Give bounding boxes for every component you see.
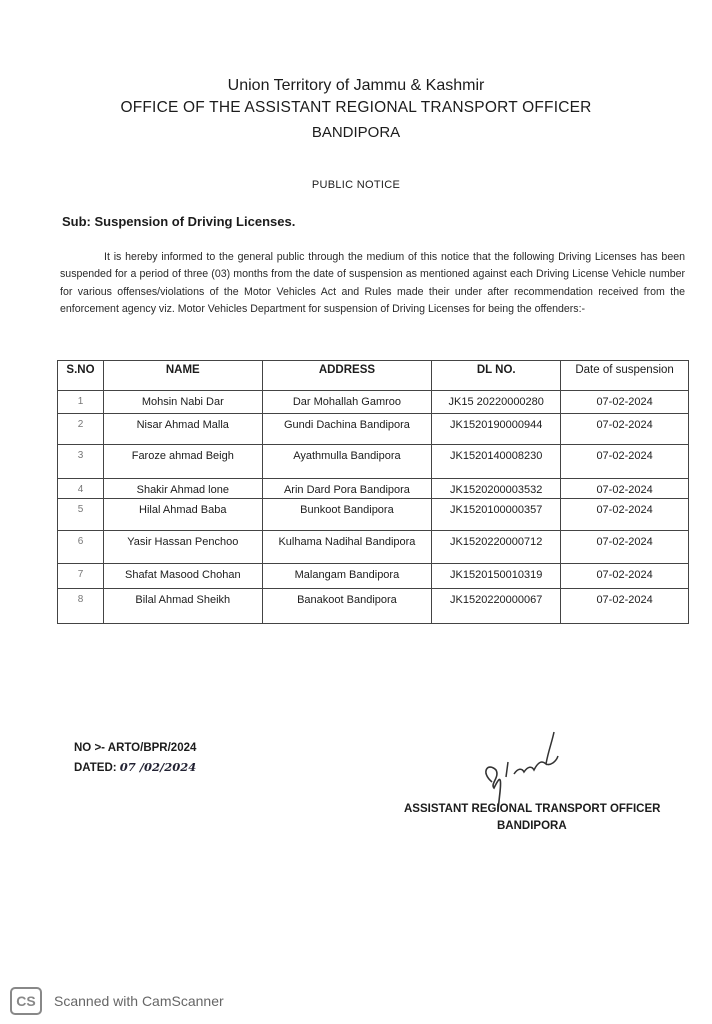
cell-date: 07-02-2024 bbox=[560, 444, 689, 479]
header-date: Date of suspension bbox=[560, 360, 689, 391]
dated-label: DATED: bbox=[74, 762, 117, 774]
cell-date: 07-02-2024 bbox=[560, 563, 689, 589]
cell-sno: 6 bbox=[57, 530, 104, 564]
camscanner-logo: CS bbox=[10, 987, 42, 1015]
cell-date: 07-02-2024 bbox=[560, 413, 689, 445]
cell-date: 07-02-2024 bbox=[560, 588, 689, 624]
table-row: 7 Shafat Masood Chohan Malangam Bandipora J… bbox=[57, 563, 689, 589]
table-row: 1 Mohsin Nabi Dar Dar Mohallah Gamroo JK15 … bbox=[57, 390, 689, 414]
cell-sno: 1 bbox=[57, 390, 104, 414]
header-dl-no: DL NO. bbox=[431, 360, 562, 391]
suspension-table: S.NO NAME ADDRESS DL NO. Date of suspens… bbox=[57, 360, 689, 624]
cell-address: Ayathmulla Bandipora bbox=[261, 444, 433, 479]
header-name: NAME bbox=[102, 360, 263, 391]
cell-date: 07-02-2024 bbox=[560, 478, 689, 499]
notice-title: PUBLIC NOTICE bbox=[311, 179, 401, 191]
cell-address: Dar Mohallah Gamroo bbox=[261, 390, 433, 414]
cell-name: Hilal Ahmad Baba bbox=[102, 498, 263, 531]
header-place: BANDIPORA bbox=[311, 124, 401, 141]
dated-line: DATED: 07 /02/2024 bbox=[74, 760, 196, 774]
cell-sno: 7 bbox=[57, 563, 104, 589]
notice-body: It is hereby informed to the general pub… bbox=[60, 249, 685, 319]
cell-address: Malangam Bandipora bbox=[261, 563, 433, 589]
cell-dl-no: JK15 20220000280 bbox=[431, 390, 562, 414]
cell-dl-no: JK1520200003532 bbox=[431, 478, 562, 499]
cell-name: Nisar Ahmad Malla bbox=[102, 413, 263, 445]
header-territory: Union Territory of Jammu & Kashmir bbox=[227, 77, 485, 94]
table-row: 2 Nisar Ahmad Malla Gundi Dachina Bandipor… bbox=[57, 413, 689, 445]
notice-body-text: It is hereby informed to the general pub… bbox=[60, 251, 685, 316]
dated-value: 07 /02/2024 bbox=[119, 760, 197, 774]
cell-dl-no: JK1520140008230 bbox=[431, 444, 562, 479]
table-row: 4 Shakir Ahmad lone Arin Dard Pora Bandipo… bbox=[57, 478, 689, 499]
signatory-place: BANDIPORA bbox=[497, 820, 567, 832]
cell-date: 07-02-2024 bbox=[560, 390, 689, 414]
signatory-title: ASSISTANT REGIONAL TRANSPORT OFFICER bbox=[404, 803, 661, 815]
cell-dl-no: JK1520190000944 bbox=[431, 413, 562, 445]
cell-dl-no: JK1520220000067 bbox=[431, 588, 562, 624]
subject-line: Sub: Suspension of Driving Licenses. bbox=[62, 214, 296, 229]
cell-sno: 8 bbox=[57, 588, 104, 624]
header-sno: S.NO bbox=[57, 360, 104, 391]
table-row: 8 Bilal Ahmad Sheikh Banakoot Bandipora JK1… bbox=[57, 588, 689, 624]
table-header-row: S.NO NAME ADDRESS DL NO. Date of suspens… bbox=[57, 360, 689, 391]
cell-address: Arin Dard Pora Bandipora bbox=[261, 478, 433, 499]
cell-date: 07-02-2024 bbox=[560, 530, 689, 564]
cell-name: Shakir Ahmad lone bbox=[102, 478, 263, 499]
cell-sno: 4 bbox=[57, 478, 104, 499]
cell-name: Yasir Hassan Penchoo bbox=[102, 530, 263, 564]
cell-dl-no: JK1520150010319 bbox=[431, 563, 562, 589]
cell-name: Bilal Ahmad Sheikh bbox=[102, 588, 263, 624]
camscanner-watermark: Scanned with CamScanner bbox=[54, 993, 224, 1009]
table-row: 3 Faroze ahmad Beigh Ayathmulla Bandipora J… bbox=[57, 444, 689, 479]
cell-name: Faroze ahmad Beigh bbox=[102, 444, 263, 479]
table-row: 6 Yasir Hassan Penchoo Kulhama Nadihal Ban… bbox=[57, 530, 689, 564]
cell-sno: 2 bbox=[57, 413, 104, 445]
cell-name: Mohsin Nabi Dar bbox=[102, 390, 263, 414]
signature bbox=[485, 731, 559, 811]
cell-address: Banakoot Bandipora bbox=[261, 588, 433, 624]
header-address: ADDRESS bbox=[261, 360, 433, 391]
cell-address: Bunkoot Bandipora bbox=[261, 498, 433, 531]
cell-address: Kulhama Nadihal Bandipora bbox=[261, 530, 433, 564]
cell-address: Gundi Dachina Bandipora bbox=[261, 413, 433, 445]
table-row: 5 Hilal Ahmad Baba Bunkoot Bandipora JK1520… bbox=[57, 498, 689, 531]
cell-sno: 5 bbox=[57, 498, 104, 531]
cell-dl-no: JK1520220000712 bbox=[431, 530, 562, 564]
cell-name: Shafat Masood Chohan bbox=[102, 563, 263, 589]
reference-number: NO >- ARTO/BPR/2024 bbox=[74, 742, 197, 754]
cell-date: 07-02-2024 bbox=[560, 498, 689, 531]
header-office: OFFICE OF THE ASSISTANT REGIONAL TRANSPO… bbox=[120, 99, 592, 116]
cell-dl-no: JK1520100000357 bbox=[431, 498, 562, 531]
cell-sno: 3 bbox=[57, 444, 104, 479]
